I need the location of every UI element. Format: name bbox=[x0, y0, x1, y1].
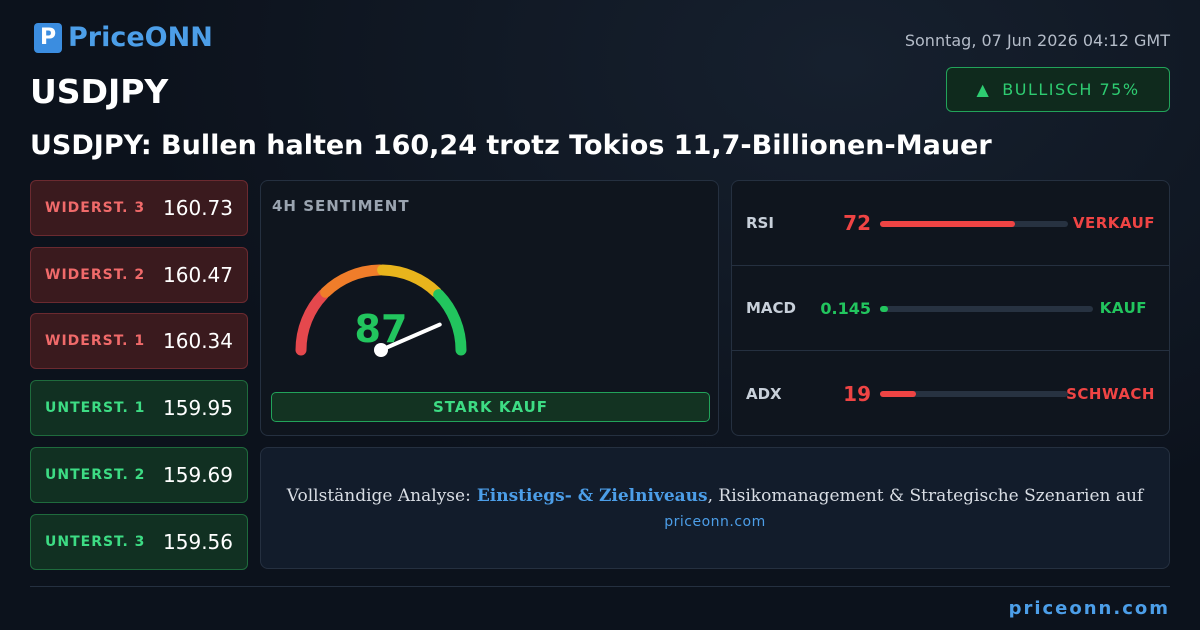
cta-text: Vollständige Analyse: Einstiegs- & Zielni… bbox=[287, 486, 1143, 506]
gauge-verdict: STARK KAUF bbox=[271, 392, 710, 422]
badge-text: BULLISCH 75% bbox=[1002, 80, 1140, 99]
indicator-bar bbox=[880, 221, 1016, 227]
gauge-hub bbox=[374, 343, 388, 357]
support-level: UNTERST. 2 159.69 bbox=[30, 446, 248, 503]
indicator-signal: VERKAUF bbox=[1072, 214, 1155, 232]
cta-panel: Vollständige Analyse: Einstiegs- & Zielni… bbox=[260, 447, 1170, 569]
indicator-bar bbox=[880, 391, 916, 397]
level-label: UNTERST. 1 bbox=[45, 400, 146, 417]
support-level: UNTERST. 1 159.95 bbox=[30, 380, 248, 437]
support-level: UNTERST. 3 159.56 bbox=[30, 513, 248, 570]
logo-icon: P bbox=[34, 22, 62, 53]
indicator-panel: RSI 72 VERKAUF MACD 0.145 KAUF ADX 19 SCHWACH bbox=[731, 180, 1170, 436]
level-value: 160.34 bbox=[163, 329, 233, 354]
level-value: 159.69 bbox=[163, 462, 233, 487]
separator bbox=[30, 586, 1170, 587]
badge-icon: ▲ bbox=[976, 80, 991, 99]
resistance-level: WIDERST. 2 160.47 bbox=[30, 246, 248, 303]
logo-text: PriceONN bbox=[68, 22, 213, 53]
gauge-arc bbox=[295, 289, 329, 356]
badge: ▲ BULLISCH 75% bbox=[946, 67, 1170, 112]
logo: P PriceONN bbox=[34, 22, 213, 53]
cta-before: Vollständige Analyse: bbox=[286, 486, 471, 506]
level-label: UNTERST. 2 bbox=[45, 466, 146, 483]
indicator-name: MACD bbox=[746, 299, 796, 317]
level-label: WIDERST. 2 bbox=[45, 266, 146, 283]
resistance-level: WIDERST. 1 160.34 bbox=[30, 313, 248, 370]
cta-url[interactable]: priceonn.com bbox=[664, 514, 766, 530]
headline: USDJPY: Bullen halten 160,24 trotz Tokio… bbox=[30, 130, 992, 161]
indicator-value: 19 bbox=[843, 381, 871, 406]
level-value: 160.73 bbox=[163, 196, 233, 220]
level-label: WIDERST. 3 bbox=[45, 200, 146, 216]
indicator-signal: KAUF bbox=[1099, 299, 1147, 317]
symbol: USDJPY bbox=[30, 72, 169, 111]
indicator-row: ADX 19 SCHWACH bbox=[732, 351, 1169, 436]
indicator-track bbox=[880, 221, 1068, 227]
level-value: 160.47 bbox=[163, 262, 233, 287]
gauge-arc bbox=[377, 264, 442, 298]
indicator-value: 0.145 bbox=[820, 298, 871, 318]
indicator-name: RSI bbox=[746, 214, 774, 232]
level-value: 159.56 bbox=[163, 529, 233, 554]
indicator-value: 72 bbox=[843, 211, 871, 235]
gauge-arc bbox=[433, 289, 467, 356]
gauge-panel: 4H SENTIMENT 87 STARK KAUF bbox=[260, 180, 719, 436]
indicator-row: RSI 72 VERKAUF bbox=[732, 181, 1169, 266]
indicator-name: ADX bbox=[746, 384, 782, 403]
gauge: 87 bbox=[295, 264, 467, 357]
gauge-arc bbox=[320, 264, 385, 298]
level-label: UNTERST. 3 bbox=[45, 533, 146, 550]
gauge-label: 4H SENTIMENT bbox=[272, 197, 410, 215]
indicator-row: MACD 0.145 KAUF bbox=[732, 266, 1169, 351]
resistance-level: WIDERST. 3 160.73 bbox=[30, 180, 248, 236]
indicator-track bbox=[880, 391, 1068, 397]
cta-link[interactable]: Einstiegs- & Zielniveaus bbox=[476, 486, 708, 506]
indicator-track bbox=[880, 306, 1093, 312]
cta-after: , Risikomanagement & Strategische Szenar… bbox=[707, 486, 1144, 506]
footer[interactable]: priceonn.com bbox=[1008, 598, 1170, 619]
level-value: 159.95 bbox=[163, 396, 233, 421]
gauge-needle bbox=[379, 322, 442, 352]
indicator-signal: SCHWACH bbox=[1066, 384, 1155, 403]
level-label: WIDERST. 1 bbox=[45, 333, 146, 350]
date: Sonntag, 07 Jun 2026 04:12 GMT bbox=[904, 31, 1170, 50]
indicator-bar bbox=[880, 306, 888, 312]
